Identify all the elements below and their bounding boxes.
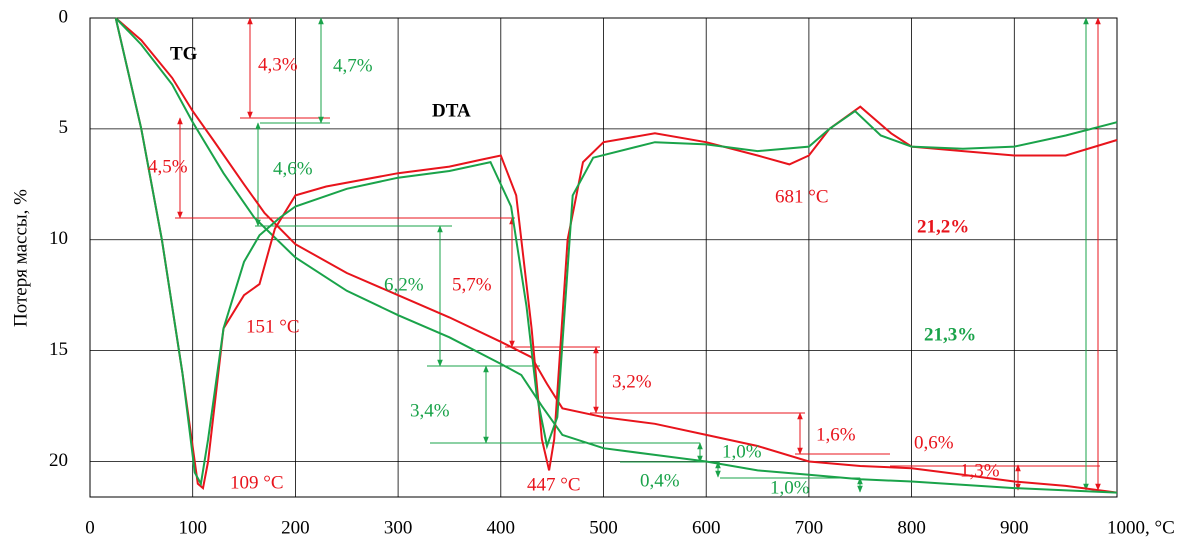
x-tick-label: 700 (795, 517, 824, 538)
annotation: 1,0% (770, 477, 810, 498)
annotation: 5,7% (452, 274, 492, 295)
x-tick-label: 600 (692, 517, 721, 538)
annotation: DTA (432, 100, 471, 121)
annotation: 1,6% (816, 424, 856, 445)
annotation: 1,0% (722, 441, 762, 462)
annotation: 4,5% (148, 156, 188, 177)
series-line (114, 17, 1118, 494)
y-tick-label: 0 (59, 6, 69, 27)
series-line (114, 17, 1118, 487)
annotation: 4,7% (333, 55, 373, 76)
annotation: 3,4% (410, 400, 450, 421)
annotation: 3,2% (612, 371, 652, 392)
annotation: 4,3% (258, 54, 298, 75)
annotation: TG (170, 43, 198, 64)
series-line (114, 17, 1118, 490)
annotation: 109 °C (230, 472, 284, 493)
annotation: 6,2% (384, 274, 424, 295)
x-tick-label: 1000, °C (1107, 517, 1175, 538)
x-tick-label: 500 (589, 517, 618, 538)
y-tick-label: 20 (49, 450, 68, 471)
x-tick-label: 800 (897, 517, 926, 538)
y-tick-label: 5 (59, 117, 69, 138)
series-line (115, 17, 1118, 494)
annotation: 4,6% (273, 158, 313, 179)
y-tick-label: 15 (49, 339, 68, 360)
annotation: 151 °C (246, 316, 300, 337)
y-tick-label: 10 (49, 228, 68, 249)
annotation: 0,4% (640, 470, 680, 491)
annotation: 681 °C (775, 186, 829, 207)
annotation: 447 °C (527, 474, 581, 495)
annotation: 1,3% (960, 460, 1000, 481)
annotation: 21,2% (917, 216, 969, 237)
x-tick-label: 200 (281, 517, 310, 538)
x-tick-label: 100 (178, 517, 207, 538)
x-tick-label: 0 (85, 517, 95, 538)
x-tick-label: 300 (384, 517, 413, 538)
annotation: 21,3% (924, 324, 976, 345)
x-tick-label: 900 (1000, 517, 1029, 538)
annotation: 0,6% (914, 432, 954, 453)
y-axis-label: Потеря массы, % (10, 189, 31, 327)
x-tick-label: 400 (487, 517, 516, 538)
